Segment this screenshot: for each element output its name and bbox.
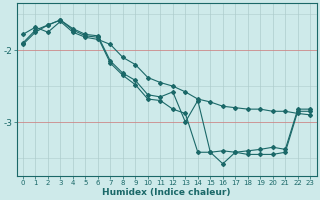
- X-axis label: Humidex (Indice chaleur): Humidex (Indice chaleur): [102, 188, 231, 197]
